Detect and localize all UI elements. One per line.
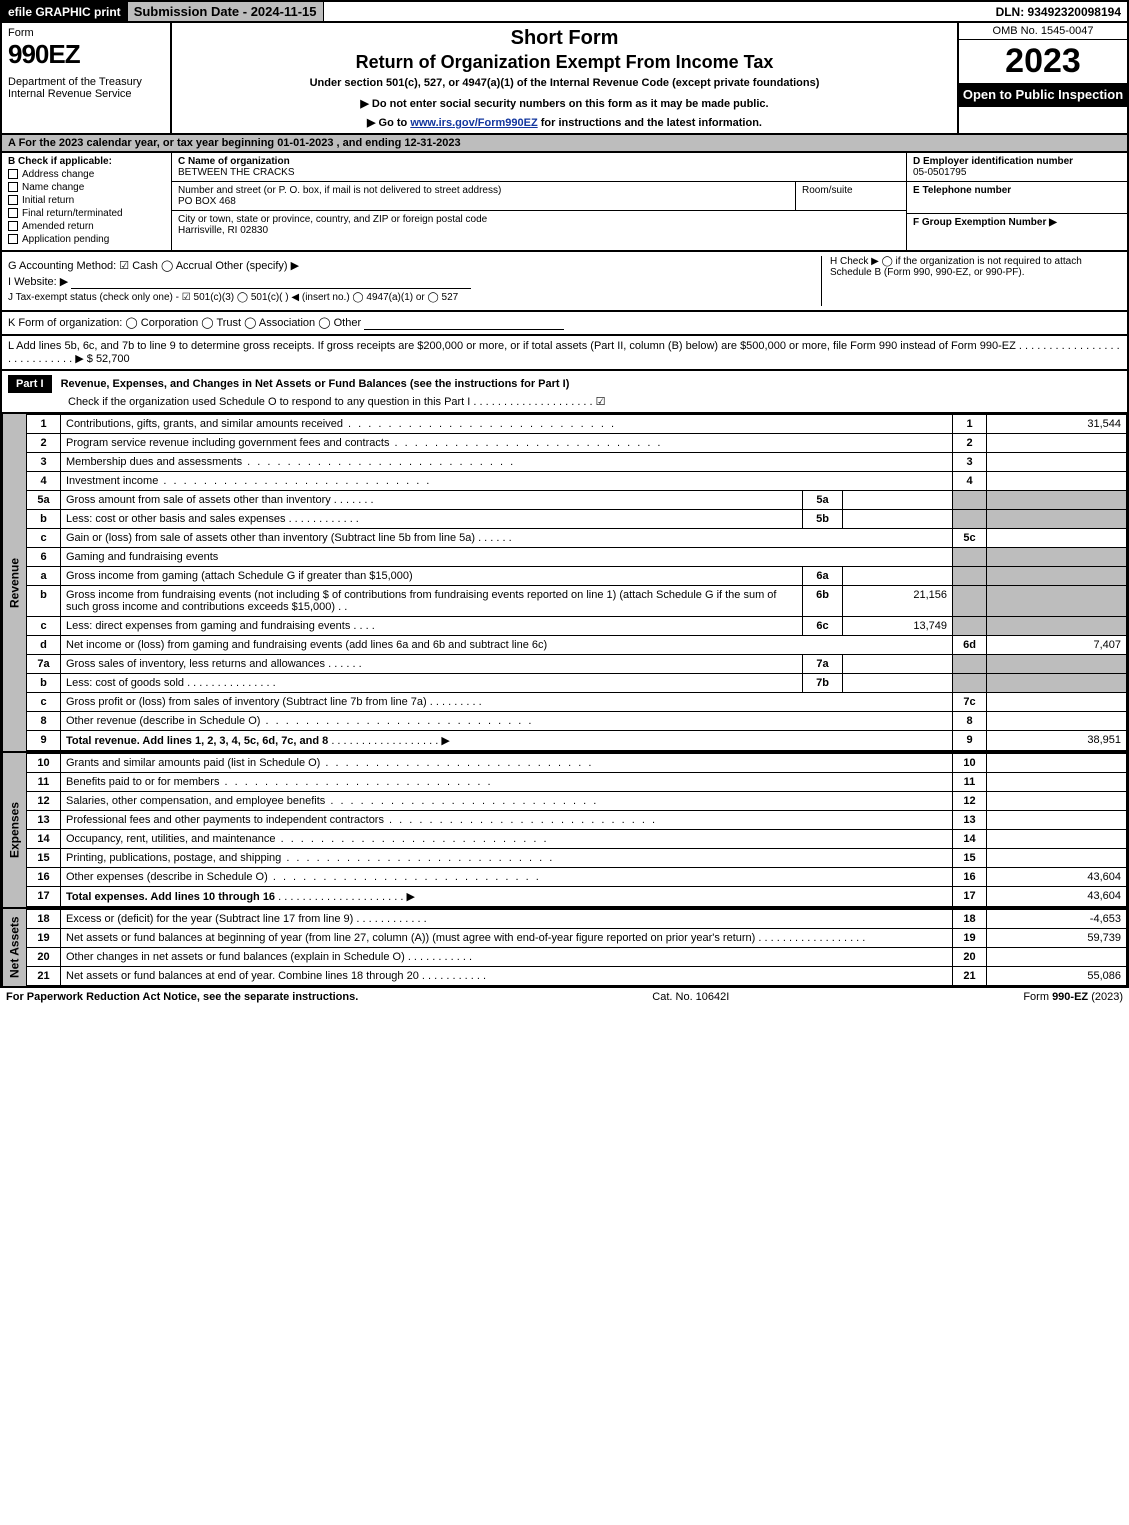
street: PO BOX 468 [178, 196, 236, 207]
b-label: B Check if applicable: [8, 156, 165, 167]
f-label: F Group Exemption Number ▶ [913, 217, 1057, 228]
efile-label: efile GRAPHIC print [2, 2, 128, 21]
gross-receipts: 52,700 [96, 353, 130, 365]
netassets-section: Net Assets 18Excess or (deficit) for the… [0, 909, 1129, 988]
part-i-chkline: Check if the organization used Schedule … [68, 395, 1129, 408]
city-label: City or town, state or province, country… [178, 214, 487, 225]
open-inspection: Open to Public Inspection [959, 83, 1127, 107]
line-g: G Accounting Method: ☑ Cash ◯ Accrual Ot… [8, 259, 821, 272]
line-j: J Tax-exempt status (check only one) - ☑… [8, 292, 821, 303]
header-mid: Short Form Return of Organization Exempt… [172, 23, 957, 133]
header-right: OMB No. 1545-0047 2023 Open to Public In… [957, 23, 1127, 133]
section-c: C Name of organization BETWEEN THE CRACK… [172, 153, 907, 250]
part-i-header: Part I Revenue, Expenses, and Changes in… [0, 371, 1129, 414]
chk-final[interactable]: Final return/terminated [8, 208, 165, 219]
ssn-note: ▶ Do not enter social security numbers o… [180, 97, 949, 110]
form-title: Return of Organization Exempt From Incom… [180, 52, 949, 73]
dept: Department of the Treasury Internal Reve… [8, 76, 164, 100]
chk-amended[interactable]: Amended return [8, 221, 165, 232]
page-footer: For Paperwork Reduction Act Notice, see … [0, 988, 1129, 1006]
link-post: for instructions and the latest informat… [538, 117, 762, 129]
revenue-table: 1Contributions, gifts, grants, and simil… [26, 414, 1127, 751]
short-form-title: Short Form [180, 27, 949, 50]
chk-name[interactable]: Name change [8, 182, 165, 193]
footer-right: Form 990-EZ (2023) [1023, 991, 1123, 1003]
c-label: C Name of organization [178, 156, 290, 167]
room-label: Room/suite [802, 185, 853, 196]
line-l: L Add lines 5b, 6c, and 7b to line 9 to … [0, 336, 1129, 371]
section-b: B Check if applicable: Address change Na… [2, 153, 172, 250]
line-h: H Check ▶ ◯ if the organization is not r… [821, 256, 1121, 306]
footer-left: For Paperwork Reduction Act Notice, see … [6, 991, 358, 1003]
form-number: 990EZ [8, 39, 164, 70]
irs-link[interactable]: www.irs.gov/Form990EZ [410, 117, 537, 129]
netassets-label: Net Assets [2, 909, 26, 986]
line-i: I Website: ▶ [8, 275, 821, 289]
revenue-label: Revenue [2, 414, 26, 751]
submission-date: Submission Date - 2024-11-15 [128, 2, 324, 21]
org-name: BETWEEN THE CRACKS [178, 167, 295, 178]
tax-year: 2023 [959, 40, 1127, 83]
ein: 05-0501795 [913, 167, 966, 178]
part-i-title: Revenue, Expenses, and Changes in Net As… [61, 378, 570, 390]
e-label: E Telephone number [913, 185, 1011, 196]
omb-number: OMB No. 1545-0047 [959, 23, 1127, 40]
city: Harrisville, RI 02830 [178, 225, 268, 236]
netassets-table: 18Excess or (deficit) for the year (Subt… [26, 909, 1127, 986]
d-label: D Employer identification number [913, 156, 1073, 167]
street-label: Number and street (or P. O. box, if mail… [178, 185, 501, 196]
section-ghi: G Accounting Method: ☑ Cash ◯ Accrual Ot… [0, 252, 1129, 312]
form-word: Form [8, 27, 164, 39]
dln: DLN: 93492320098194 [990, 2, 1127, 21]
part-i-badge: Part I [8, 375, 52, 393]
line-a: A For the 2023 calendar year, or tax yea… [0, 135, 1129, 153]
revenue-section: Revenue 1Contributions, gifts, grants, a… [0, 414, 1129, 753]
top-bar: efile GRAPHIC print Submission Date - 20… [0, 0, 1129, 23]
expenses-label: Expenses [2, 753, 26, 907]
chk-address[interactable]: Address change [8, 169, 165, 180]
form-subtitle: Under section 501(c), 527, or 4947(a)(1)… [180, 77, 949, 89]
line-k: K Form of organization: ◯ Corporation ◯ … [0, 312, 1129, 336]
footer-mid: Cat. No. 10642I [652, 991, 729, 1003]
chk-initial[interactable]: Initial return [8, 195, 165, 206]
expenses-table: 10Grants and similar amounts paid (list … [26, 753, 1127, 907]
chk-pending[interactable]: Application pending [8, 234, 165, 245]
form-header: Form 990EZ Department of the Treasury In… [0, 23, 1129, 135]
header-left: Form 990EZ Department of the Treasury In… [2, 23, 172, 133]
irs-link-line: ▶ Go to www.irs.gov/Form990EZ for instru… [180, 116, 949, 129]
link-pre: ▶ Go to [367, 117, 410, 129]
section-def: D Employer identification number 05-0501… [907, 153, 1127, 250]
identity-block: B Check if applicable: Address change Na… [0, 153, 1129, 252]
expenses-section: Expenses 10Grants and similar amounts pa… [0, 753, 1129, 909]
